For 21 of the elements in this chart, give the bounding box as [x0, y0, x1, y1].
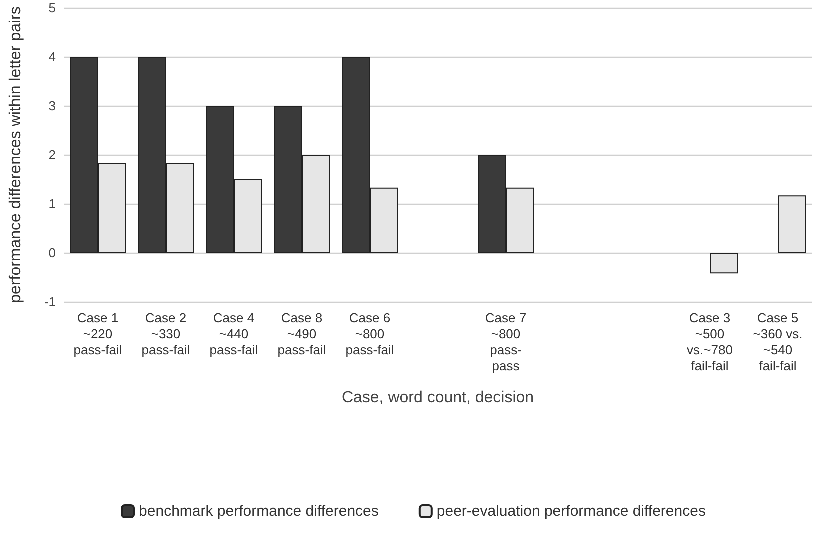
x-tick-label: Case 8 ~490 pass-fail — [278, 310, 326, 358]
x-tick-label: Case 3 ~500 vs.~780 fail-fail — [687, 310, 733, 374]
y-axis-title: performance differences within letter pairs — [8, 6, 24, 304]
legend-label: peer-evaluation performance differences — [436, 503, 706, 520]
y-tick-label: 0 — [48, 246, 56, 260]
x-tick-label: Case 6 ~800 pass-fail — [346, 310, 394, 358]
y-tick-label: 4 — [48, 50, 56, 64]
y-tick-label: 5 — [48, 0, 56, 16]
legend-label: benchmark performance differences — [139, 503, 379, 520]
bar — [778, 196, 806, 253]
x-tick-label: Case 4 ~440 pass-fail — [210, 310, 258, 358]
y-tick-label: 3 — [48, 98, 56, 114]
y-tick-label: 1 — [48, 196, 56, 212]
x-tick-label: Case 7 ~800 pass- pass — [485, 310, 527, 374]
x-axis-title: Case, word count, decision — [342, 390, 534, 406]
bar — [710, 253, 738, 274]
y-tick-label: 2 — [48, 148, 56, 162]
x-tick-label: Case 5 ~360 vs. ~540 fail-fail — [753, 310, 803, 374]
x-tick-label: Case 2 ~330 pass-fail — [142, 310, 190, 358]
y-tick-label: -1 — [44, 294, 56, 310]
x-tick-label: Case 1 ~220 pass-fail — [74, 310, 122, 358]
